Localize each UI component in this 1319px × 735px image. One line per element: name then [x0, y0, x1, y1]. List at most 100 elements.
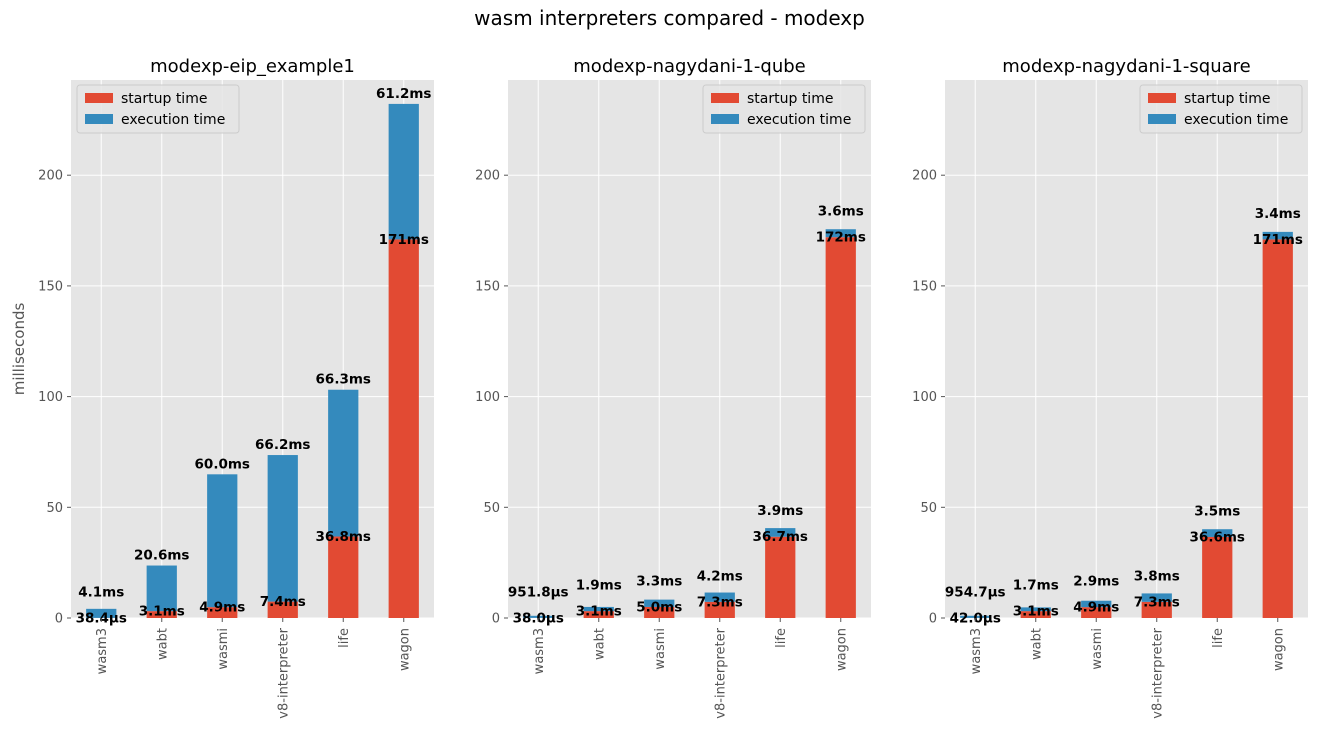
data-label-execution: 951.8µs	[508, 584, 569, 600]
y-tick-label: 0	[55, 612, 63, 627]
x-tick-label: wasmi	[216, 628, 231, 670]
bar-execution-wagon	[1262, 231, 1293, 240]
data-label-execution: 61.2ms	[376, 86, 431, 102]
x-tick-label: life	[1211, 628, 1226, 648]
bar-execution-v8-interpreter	[267, 455, 298, 602]
legend-label: execution time	[747, 112, 851, 128]
data-label-execution: 3.9ms	[757, 503, 803, 519]
data-label-execution: 3.6ms	[818, 204, 864, 220]
bar-execution-wasmi	[1081, 600, 1112, 608]
y-tick-label: 200	[38, 169, 63, 184]
bar-startup-wasmi	[207, 607, 238, 618]
legend-swatch	[1148, 93, 1176, 103]
data-label-startup: 4.9ms	[199, 600, 245, 616]
y-tick-label: 100	[912, 390, 937, 405]
y-tick-label: 100	[38, 390, 63, 405]
x-tick-label: wabt	[1029, 628, 1044, 660]
figure-title: wasm interpreters compared - modexp	[474, 6, 865, 30]
data-label-execution: 60.0ms	[195, 456, 250, 472]
data-label-startup: 5.0ms	[636, 599, 682, 615]
y-tick-label: 100	[475, 390, 500, 405]
chart-panel-3: 05010015020042.0µs954.7µswasm33.1ms1.7ms…	[912, 56, 1308, 719]
data-label-execution: 3.3ms	[636, 573, 682, 589]
plot-background	[945, 80, 1308, 618]
data-label-execution: 3.8ms	[1134, 568, 1180, 584]
data-label-startup: 3.1ms	[1013, 604, 1059, 620]
bar-execution-wasm3	[960, 615, 991, 618]
chart-title: modexp-eip_example1	[150, 56, 355, 77]
data-label-execution: 1.7ms	[1013, 578, 1059, 594]
data-label-startup: 7.3ms	[1134, 594, 1180, 610]
legend-label: execution time	[1184, 112, 1288, 128]
x-tick-label: wagon	[834, 628, 849, 671]
legend-label: startup time	[1184, 91, 1270, 107]
x-tick-label: wasm3	[969, 628, 984, 674]
x-tick-label: v8-interpreter	[713, 627, 728, 718]
data-label-execution: 66.2ms	[255, 437, 310, 453]
bar-startup-v8-interpreter	[267, 601, 298, 618]
x-tick-label: life	[337, 628, 352, 648]
bar-execution-life	[765, 528, 796, 537]
legend: startup time execution time	[76, 84, 240, 134]
data-label-startup: 36.7ms	[753, 529, 808, 545]
bar-startup-wabt	[583, 611, 614, 618]
data-label-execution: 2.9ms	[1073, 574, 1119, 590]
x-tick-label: v8-interpreter	[276, 627, 291, 718]
bar-startup-wasmi	[1081, 607, 1112, 618]
data-label-startup: 7.3ms	[697, 594, 743, 610]
data-label-execution: 954.7µs	[945, 584, 1006, 600]
x-tick-label: wabt	[592, 628, 607, 660]
bar-startup-wasmi	[644, 606, 675, 618]
bar-execution-wasm3	[523, 615, 554, 618]
x-tick-label: wabt	[155, 628, 170, 660]
x-tick-label: wasmi	[653, 628, 668, 670]
bar-startup-life	[328, 536, 359, 618]
x-tick-label: wasm3	[532, 628, 547, 674]
y-tick-label: 50	[483, 501, 500, 516]
legend-label: startup time	[121, 91, 207, 107]
data-label-startup: 36.8ms	[316, 529, 371, 545]
data-label-execution: 1.9ms	[576, 578, 622, 594]
y-tick-label: 150	[912, 279, 937, 294]
legend-box	[1139, 84, 1303, 134]
bar-startup-wagon	[1262, 239, 1293, 618]
legend: startup time execution time	[1139, 84, 1303, 134]
chart-panel-1: 05010015020038.4µs4.1mswasm33.1ms20.6msw…	[10, 56, 434, 719]
bar-startup-v8-interpreter	[704, 601, 735, 618]
bar-startup-wagon	[825, 237, 856, 618]
data-label-startup: 4.9ms	[1073, 600, 1119, 616]
chart-title: modexp-nagydani-1-square	[1002, 56, 1250, 77]
bar-execution-v8-interpreter	[1141, 593, 1172, 602]
bar-execution-life	[1202, 529, 1233, 537]
data-label-execution: 3.4ms	[1255, 206, 1301, 222]
x-tick-label: life	[774, 628, 789, 648]
legend-box	[76, 84, 240, 134]
bar-startup-wabt	[146, 611, 177, 618]
y-tick-label: 50	[46, 501, 63, 516]
bar-execution-v8-interpreter	[704, 592, 735, 602]
y-axis-label: milliseconds	[10, 303, 28, 396]
chart-title: modexp-nagydani-1-qube	[573, 56, 805, 77]
data-label-startup: 171ms	[1253, 232, 1303, 248]
data-label-execution: 3.5ms	[1194, 503, 1240, 519]
legend-label: startup time	[747, 91, 833, 107]
bar-execution-wagon	[388, 103, 419, 240]
y-tick-label: 0	[492, 612, 500, 627]
bar-execution-life	[328, 389, 359, 537]
plot-background	[508, 80, 871, 618]
bar-execution-wabt	[583, 606, 614, 612]
bar-execution-wabt	[1020, 607, 1051, 612]
bar-execution-wabt	[146, 565, 177, 612]
legend-swatch	[1148, 114, 1176, 124]
bar-startup-wabt	[1020, 611, 1051, 618]
x-tick-label: wasmi	[1090, 628, 1105, 670]
legend-label: execution time	[121, 112, 225, 128]
bar-startup-life	[1202, 536, 1233, 618]
y-tick-label: 150	[475, 279, 500, 294]
legend: startup time execution time	[702, 84, 866, 134]
bar-execution-wasm3	[86, 608, 117, 618]
bar-execution-wasmi	[207, 474, 238, 608]
bar-startup-wagon	[388, 239, 419, 618]
y-tick-label: 0	[929, 612, 937, 627]
